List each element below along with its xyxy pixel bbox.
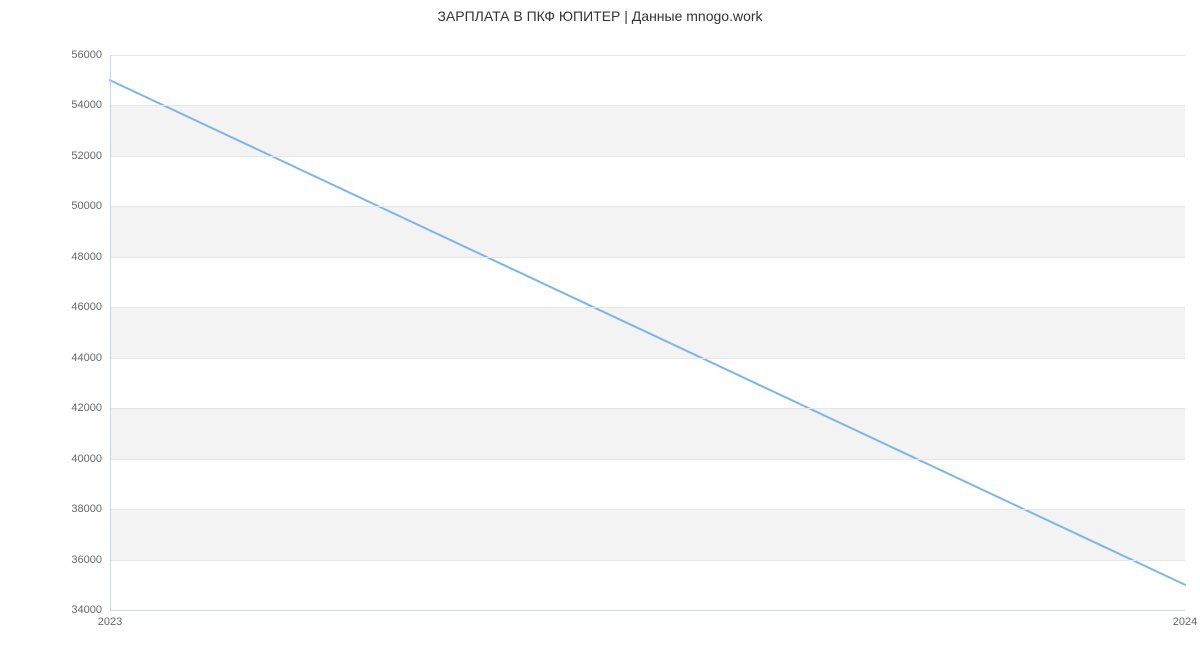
y-tick-label: 52000: [71, 150, 102, 162]
y-gridline: [110, 105, 1185, 106]
y-gridline: [110, 509, 1185, 510]
line-series: [110, 55, 1185, 610]
x-tick-label: 2023: [98, 616, 122, 628]
y-gridline: [110, 408, 1185, 409]
salary-chart: ЗАРПЛАТА В ПКФ ЮПИТЕР | Данные mnogo.wor…: [0, 0, 1200, 650]
y-gridline: [110, 560, 1185, 561]
x-axis-labels: 20232024: [110, 610, 1185, 640]
y-tick-label: 34000: [71, 604, 102, 616]
y-tick-label: 54000: [71, 99, 102, 111]
y-axis-labels: 3400036000380004000042000440004600048000…: [0, 55, 110, 610]
y-tick-label: 42000: [71, 402, 102, 414]
y-gridline: [110, 55, 1185, 56]
y-gridline: [110, 206, 1185, 207]
plot-area: [110, 55, 1185, 610]
y-gridline: [110, 459, 1185, 460]
x-tick-label: 2024: [1173, 616, 1197, 628]
chart-title: ЗАРПЛАТА В ПКФ ЮПИТЕР | Данные mnogo.wor…: [0, 8, 1200, 24]
y-tick-label: 40000: [71, 453, 102, 465]
y-tick-label: 48000: [71, 251, 102, 263]
y-tick-label: 46000: [71, 301, 102, 313]
y-gridline: [110, 358, 1185, 359]
y-gridline: [110, 307, 1185, 308]
y-tick-label: 38000: [71, 503, 102, 515]
y-axis-line: [110, 55, 111, 610]
y-tick-label: 56000: [71, 49, 102, 61]
y-gridline: [110, 257, 1185, 258]
y-tick-label: 36000: [71, 554, 102, 566]
y-gridline: [110, 156, 1185, 157]
y-tick-label: 44000: [71, 352, 102, 364]
y-tick-label: 50000: [71, 200, 102, 212]
